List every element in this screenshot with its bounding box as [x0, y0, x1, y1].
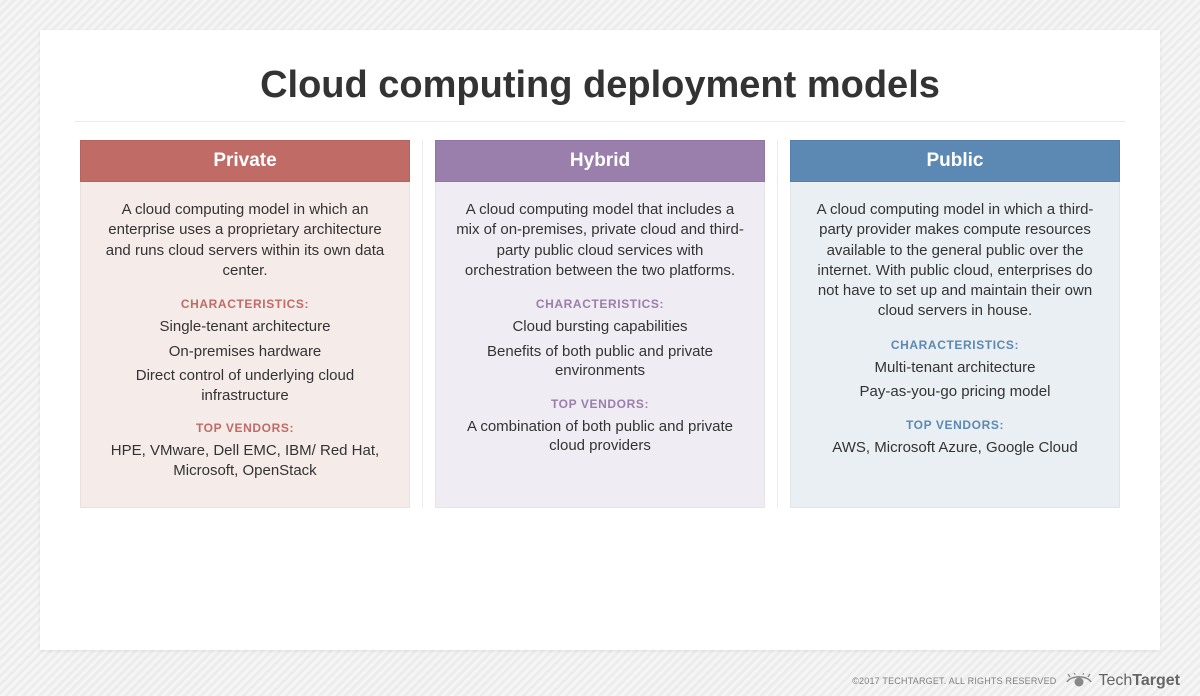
column-body-public: A cloud computing model in which a third… [790, 182, 1120, 508]
description: A cloud computing model in which an ente… [99, 200, 391, 281]
columns-container: Private A cloud computing model in which … [40, 140, 1160, 508]
characteristics-label: CHARACTERISTICS: [454, 297, 746, 311]
description: A cloud computing model in which a third… [809, 200, 1101, 322]
vendors-label: TOP VENDORS: [809, 418, 1101, 432]
vendors-label: TOP VENDORS: [99, 421, 391, 435]
column-divider [777, 140, 778, 508]
column-body-private: A cloud computing model in which an ente… [80, 182, 410, 508]
characteristic-item: Multi-tenant architecture [809, 358, 1101, 378]
infographic-panel: Cloud computing deployment models Privat… [40, 30, 1160, 650]
copyright-text: ©2017 TECHTARGET. ALL RIGHTS RESERVED [852, 676, 1056, 686]
vendors-label: TOP VENDORS: [454, 397, 746, 411]
column-header-public: Public [790, 140, 1120, 182]
characteristic-item: Benefits of both public and private envi… [454, 342, 746, 381]
brand: TechTarget [1066, 672, 1180, 690]
characteristic-item: On-premises hardware [99, 342, 391, 362]
vendors-text: AWS, Microsoft Azure, Google Cloud [809, 438, 1101, 458]
eye-icon [1066, 673, 1092, 689]
column-divider [422, 140, 423, 508]
characteristics-label: CHARACTERISTICS: [809, 338, 1101, 352]
column-public: Public A cloud computing model in which a… [790, 140, 1120, 508]
footer: ©2017 TECHTARGET. ALL RIGHTS RESERVED Te… [852, 672, 1180, 690]
characteristic-item: Direct control of underlying cloud infra… [99, 366, 391, 405]
characteristic-item: Pay-as-you-go pricing model [809, 382, 1101, 402]
column-hybrid: Hybrid A cloud computing model that inclu… [435, 140, 765, 508]
column-header-hybrid: Hybrid [435, 140, 765, 182]
column-body-hybrid: A cloud computing model that includes a … [435, 182, 765, 508]
vendors-text: A combination of both public and private… [454, 417, 746, 456]
page-title: Cloud computing deployment models [40, 64, 1160, 107]
title-divider [75, 121, 1125, 122]
brand-text: TechTarget [1098, 672, 1180, 690]
column-header-private: Private [80, 140, 410, 182]
characteristic-item: Single-tenant architecture [99, 317, 391, 337]
characteristics-label: CHARACTERISTICS: [99, 297, 391, 311]
column-private: Private A cloud computing model in which … [80, 140, 410, 508]
description: A cloud computing model that includes a … [454, 200, 746, 281]
vendors-text: HPE, VMware, Dell EMC, IBM/ Red Hat, Mic… [99, 441, 391, 480]
characteristic-item: Cloud bursting capabilities [454, 317, 746, 337]
